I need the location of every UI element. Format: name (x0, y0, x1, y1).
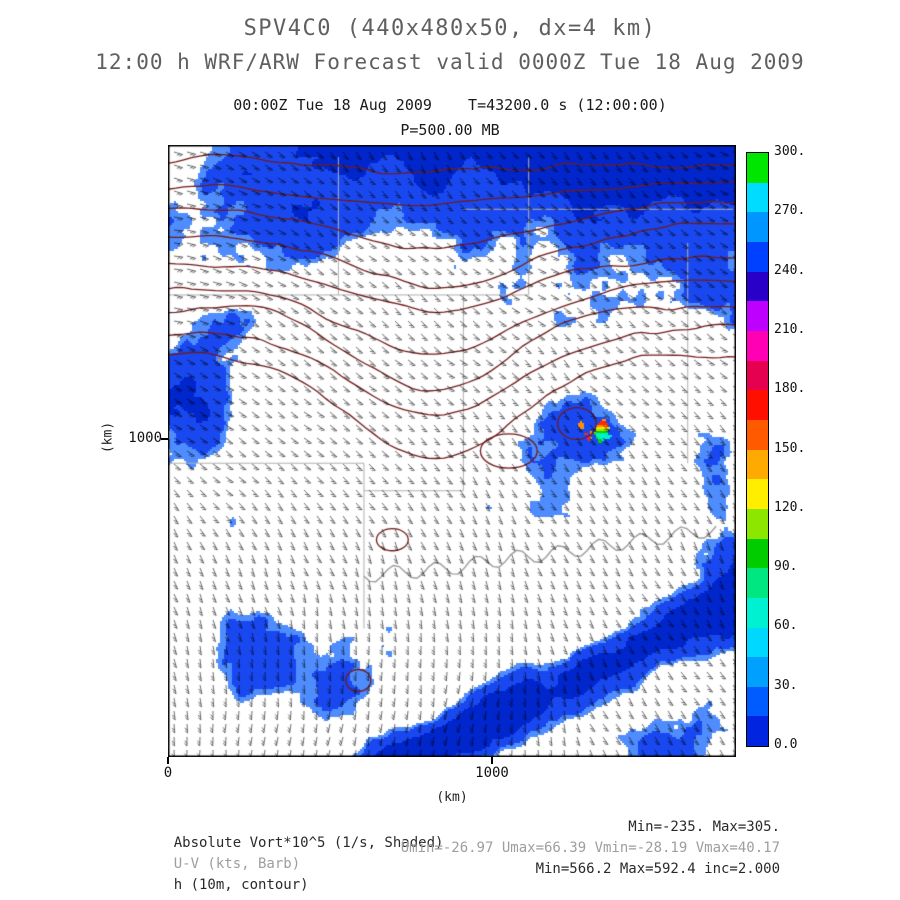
colorbar-segment (747, 597, 768, 628)
colorbar-tick-label: 150. (774, 440, 806, 456)
colorbar-segment (747, 716, 768, 747)
colorbar-segment (747, 241, 768, 272)
legend-row-contour: h (10m, contour) Min=566.2 Max=592.4 inc… (140, 861, 780, 900)
legend-shaded-label: Absolute Vort*10^5 (1/s, Shaded) (173, 835, 444, 851)
colorbar-segment (747, 212, 768, 242)
colorbar-segment (747, 657, 768, 687)
legend-shaded-stats: Min=-235. Max=305. (628, 819, 780, 835)
colorbar-segment (747, 479, 768, 509)
legend-row-barbs: U-V (kts, Barb) Umin=-26.97 Umax=66.39 V… (140, 840, 780, 900)
colorbar-tick-label: 180. (774, 381, 806, 397)
x-axis-tick-mark-0 (167, 757, 169, 764)
colorbar-segment (747, 182, 768, 213)
colorbar-tick-label: 240. (774, 262, 806, 278)
colorbar-tick-label: 60. (774, 618, 798, 634)
colorbar-segment (747, 538, 768, 569)
colorbar-segment (747, 301, 768, 331)
colorbar-tick-label: 30. (774, 677, 798, 693)
colorbar-tick-label: 270. (774, 203, 806, 219)
x-axis-tick-0: 0 (163, 765, 173, 781)
colorbar-segment (747, 390, 768, 420)
x-axis-label: (km) (436, 790, 468, 805)
plot-subtitle: 12:00 h WRF/ARW Forecast valid 0000Z Tue… (95, 50, 805, 74)
legend-contour-label: h (10m, contour) (173, 877, 309, 893)
colorbar-segment (747, 449, 768, 480)
legend-contour-stats: Min=566.2 Max=592.4 inc=2.000 (535, 861, 780, 877)
y-axis-tick-1000: 1000 (128, 430, 162, 446)
colorbar-segment (747, 330, 768, 361)
colorbar-segment (747, 627, 768, 658)
plot-title: SPV4C0 (440x480x50, dx=4 km) (243, 16, 657, 41)
map-plot-canvas (168, 145, 736, 757)
valid-time-line: 00:00Z Tue 18 Aug 2009 T=43200.0 s (12:0… (233, 96, 667, 114)
colorbar (746, 152, 769, 747)
x-axis-tick-mark-1000 (491, 757, 493, 764)
y-axis-tick-mark-1000 (161, 438, 168, 440)
colorbar-tick-label: 120. (774, 499, 806, 515)
colorbar-tick-label: 90. (774, 559, 798, 575)
colorbar-segment (747, 153, 768, 183)
colorbar-segment (747, 360, 768, 391)
colorbar-segment (747, 419, 768, 450)
colorbar-segment (747, 271, 768, 302)
legend-row-shaded: Absolute Vort*10^5 (1/s, Shaded) Min=-23… (140, 819, 780, 883)
legend-barbs-label: U-V (kts, Barb) (173, 856, 301, 872)
colorbar-segment (747, 686, 768, 717)
y-axis-label: (km) (100, 421, 116, 454)
pressure-level-label: P=500.00 MB (400, 121, 500, 139)
x-axis-tick-1000: 1000 (475, 765, 509, 781)
colorbar-tick-label: 210. (774, 321, 806, 337)
colorbar-segment (747, 568, 768, 598)
colorbar-segment (747, 508, 768, 539)
colorbar-labels: 0.0 30. 60. 90. 120. 150. 180. 210. 240. 270. 300. (774, 144, 834, 752)
legend-barbs-stats: Umin=-26.97 Umax=66.39 Vmin=-28.19 Vmax=… (400, 840, 780, 856)
colorbar-tick-label: 0.0 (774, 737, 798, 752)
colorbar-tick-label: 300. (774, 144, 806, 159)
